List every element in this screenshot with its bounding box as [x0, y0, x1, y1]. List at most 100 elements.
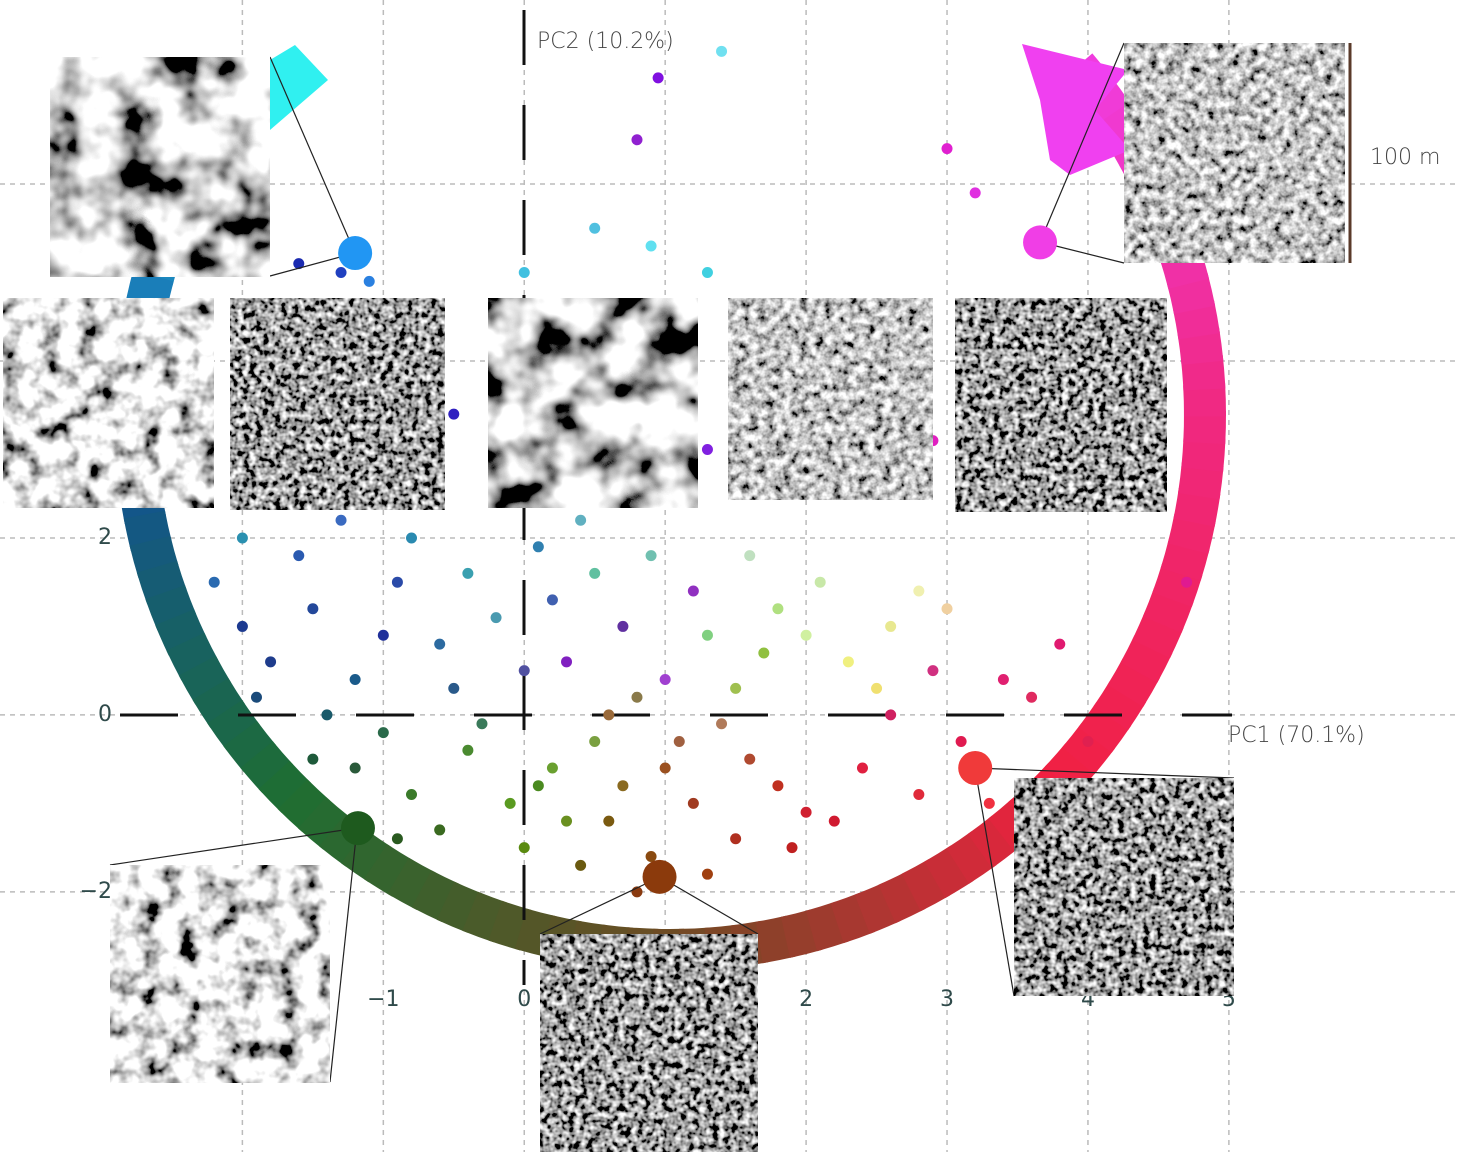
connector	[109, 827, 358, 866]
point	[687, 797, 699, 809]
point	[589, 735, 601, 747]
thumbnails	[3, 43, 1345, 1152]
point	[645, 550, 657, 562]
point	[913, 585, 925, 597]
connector	[974, 767, 1235, 779]
thumbnail	[955, 298, 1167, 512]
point	[349, 762, 361, 774]
point	[377, 629, 389, 641]
thumbnail	[1124, 43, 1345, 263]
point	[631, 691, 643, 703]
point	[842, 656, 854, 668]
point	[490, 612, 502, 624]
connectors	[109, 42, 1235, 1083]
points	[166, 45, 1193, 898]
connector	[1039, 42, 1125, 243]
point	[462, 567, 474, 579]
thumbnail	[230, 298, 445, 510]
point	[716, 45, 728, 57]
point	[1082, 735, 1094, 747]
point	[321, 709, 333, 721]
point	[307, 753, 319, 765]
thumbnail	[728, 298, 933, 500]
highlight-point	[1023, 225, 1058, 260]
point	[532, 780, 544, 792]
point	[758, 647, 770, 659]
connector	[329, 827, 358, 1083]
x-tick-label: −1	[367, 987, 399, 1012]
point	[800, 806, 812, 818]
point	[701, 629, 713, 641]
point	[575, 514, 587, 526]
point	[518, 665, 530, 677]
point	[589, 567, 601, 579]
point	[1181, 576, 1193, 588]
point	[462, 744, 474, 756]
point	[448, 682, 460, 694]
point	[730, 833, 742, 845]
connector	[659, 876, 759, 935]
y-axis-label: PC2 (10.2%)	[537, 29, 674, 54]
point	[772, 603, 784, 615]
point	[983, 797, 995, 809]
point	[603, 709, 615, 721]
point	[913, 789, 925, 801]
point	[504, 797, 516, 809]
point	[265, 656, 277, 668]
point	[652, 72, 664, 84]
connector	[269, 56, 356, 254]
x-axis-label: PC1 (70.1%)	[1228, 723, 1365, 748]
point	[335, 267, 347, 279]
point	[546, 762, 558, 774]
y-tick-label: 2	[98, 525, 112, 550]
thumbnail	[540, 934, 758, 1152]
point	[476, 718, 488, 730]
point	[617, 620, 629, 632]
point	[687, 585, 699, 597]
point	[645, 850, 657, 862]
ring-arrow-end	[1022, 44, 1130, 175]
point	[532, 541, 544, 553]
point	[1054, 638, 1066, 650]
point	[561, 815, 573, 827]
point	[856, 762, 868, 774]
point	[701, 443, 713, 455]
point	[589, 222, 601, 234]
point	[406, 789, 418, 801]
connector	[539, 876, 661, 935]
point	[603, 815, 615, 827]
point	[885, 620, 897, 632]
point	[208, 576, 220, 588]
point	[871, 682, 883, 694]
point	[701, 267, 713, 279]
highlight-point	[642, 859, 677, 894]
point	[927, 665, 939, 677]
point	[434, 638, 446, 650]
point	[969, 187, 981, 199]
x-tick-label: 2	[799, 987, 813, 1012]
point	[716, 718, 728, 730]
point	[941, 603, 953, 615]
x-tick-label: 0	[517, 987, 531, 1012]
point	[885, 709, 897, 721]
highlight-points	[338, 225, 1058, 894]
point	[659, 762, 671, 774]
point	[250, 691, 262, 703]
highlight-point	[958, 751, 993, 785]
point	[349, 674, 361, 686]
point	[941, 143, 953, 155]
point	[772, 780, 784, 792]
point	[828, 815, 840, 827]
point	[955, 735, 967, 747]
point	[307, 603, 319, 615]
point	[701, 868, 713, 880]
point	[659, 674, 671, 686]
point	[236, 620, 248, 632]
point	[434, 824, 446, 836]
y-tick-label: 0	[98, 702, 112, 727]
point	[575, 859, 587, 871]
connector	[974, 767, 1015, 997]
point	[391, 833, 403, 845]
thumbnail	[1014, 778, 1234, 996]
